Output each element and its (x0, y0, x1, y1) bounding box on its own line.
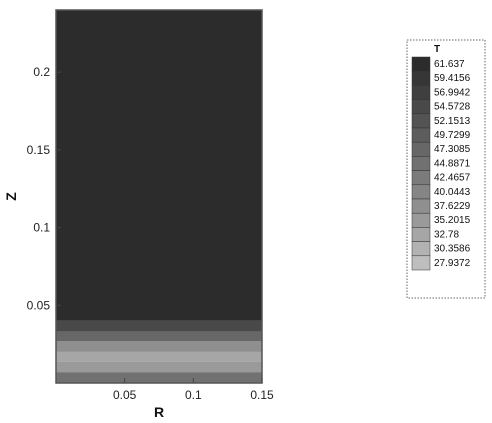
legend-level-label: 59.4156 (434, 73, 471, 84)
legend-level-label: 61.637 (434, 59, 465, 70)
legend-swatch-12 (411, 227, 431, 242)
legend-swatch-13 (411, 241, 431, 257)
legend-level-label: 56.9942 (434, 87, 471, 98)
legend-swatch-2 (411, 85, 431, 100)
legend-level-label: 35.2015 (434, 215, 471, 226)
y-axis-label: Z (3, 192, 19, 201)
x-axis-label: R (154, 404, 164, 420)
legend: T 61.637 59.4156 56.9942 54.5728 52.1513 49.72… (406, 39, 486, 299)
legend-swatch-0 (411, 56, 431, 72)
legend-level-label: 49.7299 (434, 130, 471, 141)
contour-band-2 (56, 351, 262, 362)
contour-band-6 (56, 10, 262, 321)
plot-frame (55, 9, 263, 384)
legend-level-label: 52.1513 (434, 116, 471, 127)
x-tick-label: 0.1 (185, 388, 202, 402)
contour-band-4 (56, 331, 262, 342)
legend-level-label: 27.9372 (434, 258, 471, 269)
legend-level-label: 37.6229 (434, 201, 471, 212)
plot-area (55, 9, 263, 384)
contour-band-0 (56, 372, 262, 383)
y-tick-label: 0.15 (27, 143, 51, 157)
y-tick-label: 0.1 (33, 221, 50, 235)
legend-title: T (434, 44, 440, 55)
x-tick-label: 0.05 (113, 388, 137, 402)
contour-band-3 (56, 341, 262, 352)
legend-swatch-9 (411, 184, 431, 200)
legend-swatch-14 (411, 255, 431, 271)
x-tick-label: 0.15 (250, 388, 274, 402)
legend-swatch-7 (411, 156, 431, 171)
legend-level-label: 32.78 (434, 229, 459, 240)
legend-level-label: 44.8871 (434, 158, 471, 169)
legend-level-label: 47.3085 (434, 144, 471, 155)
contour-band-5 (56, 320, 262, 332)
legend-swatch-8 (411, 170, 431, 186)
legend-swatch-5 (411, 127, 431, 143)
contour-band-1 (56, 361, 262, 373)
legend-swatch-4 (411, 113, 431, 129)
axes: 0.05 0.1 0.15 0.2 0.05 0.1 0.15 R Z (3, 65, 274, 420)
legend-level-label: 40.0443 (434, 187, 471, 198)
legend-swatch-1 (411, 70, 431, 86)
legend-swatch-6 (411, 141, 431, 157)
legend-level-label: 54.5728 (434, 102, 471, 113)
legend-level-label: 42.4657 (434, 173, 471, 184)
legend-level-label: 30.3586 (434, 244, 471, 255)
legend-swatch-11 (411, 212, 431, 228)
y-tick-label: 0.05 (27, 298, 51, 312)
legend-swatch-3 (411, 99, 431, 115)
y-tick-label: 0.2 (33, 65, 50, 79)
legend-swatch-10 (411, 198, 431, 214)
